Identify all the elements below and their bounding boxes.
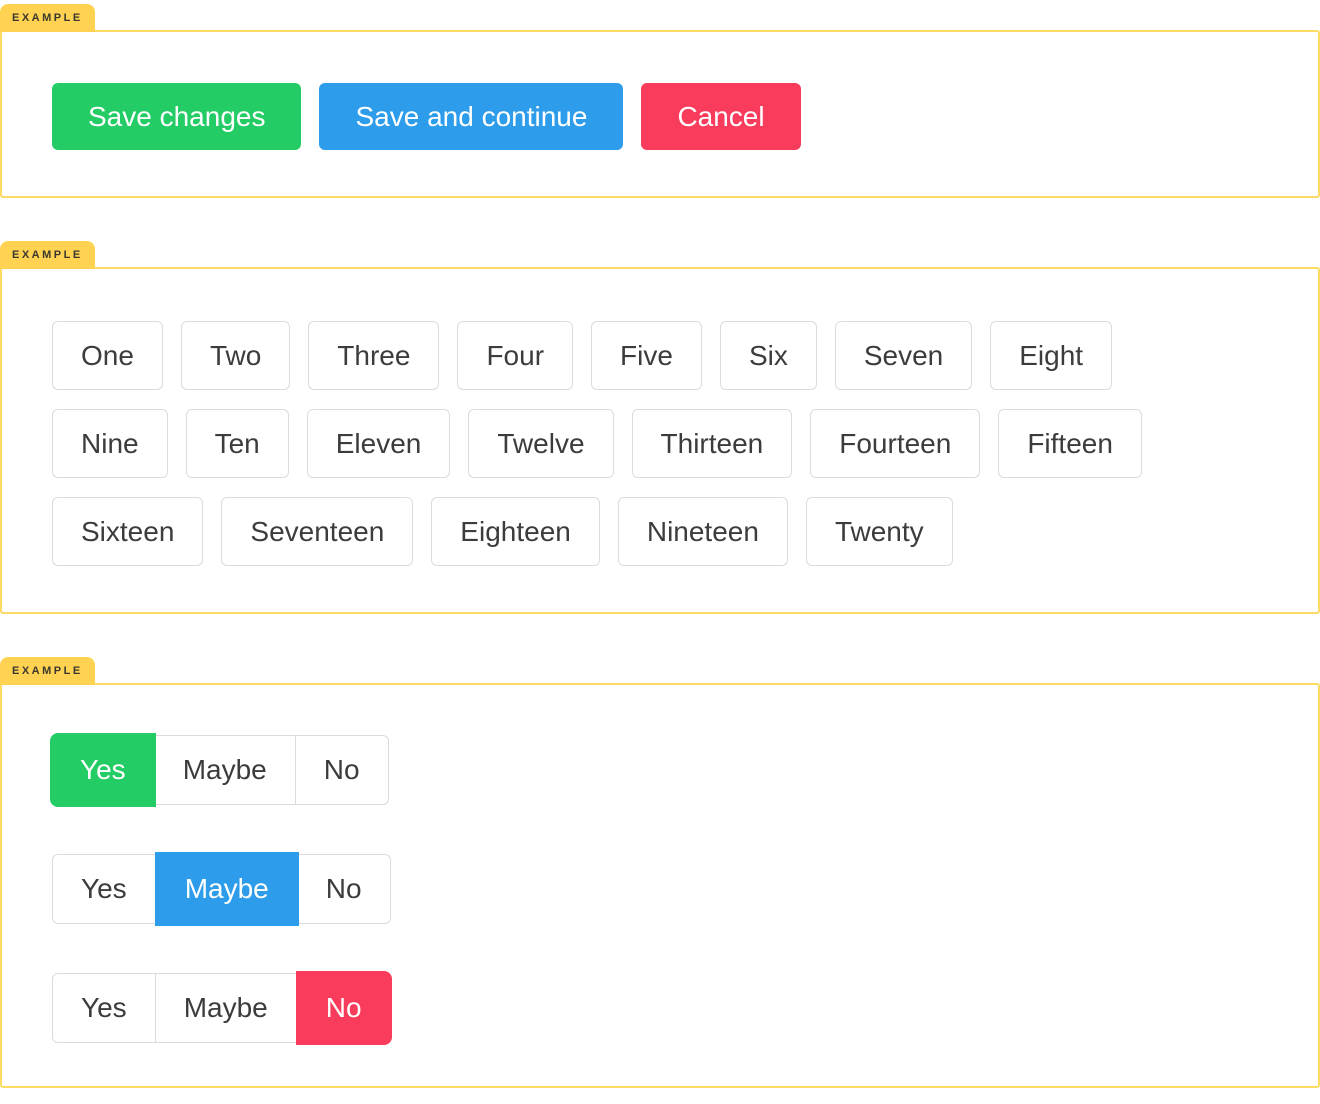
example-box: One Two Three Four Five Six Seven Eight Nine Ten E… bbox=[0, 267, 1320, 614]
save-and-continue-button[interactable]: Save and continue bbox=[319, 83, 624, 150]
example-tag: EXAMPLE bbox=[0, 4, 95, 32]
option-yes[interactable]: Yes bbox=[52, 973, 156, 1043]
example-tag: EXAMPLE bbox=[0, 657, 95, 685]
button-eleven[interactable]: Eleven bbox=[306, 409, 451, 478]
button-three[interactable]: Three bbox=[308, 321, 440, 390]
option-yes[interactable]: Yes bbox=[50, 733, 156, 807]
option-maybe[interactable]: Maybe bbox=[154, 735, 296, 805]
button-row-1: One Two Three Four Five Six Seven Eight bbox=[52, 321, 1113, 390]
example-section-3: EXAMPLE Yes Maybe No Yes Maybe No Yes Maybe No bbox=[0, 657, 1320, 1088]
save-changes-button[interactable]: Save changes bbox=[52, 83, 302, 150]
button-seventeen[interactable]: Seventeen bbox=[221, 497, 414, 566]
example-section-2: EXAMPLE One Two Three Four Five Six Seven Eight… bbox=[0, 241, 1320, 614]
option-no[interactable]: No bbox=[295, 971, 392, 1045]
example-section-1: EXAMPLE Save changes Save and continue Can… bbox=[0, 4, 1320, 198]
button-fourteen[interactable]: Fourteen bbox=[810, 409, 981, 478]
example-box: Save changes Save and continue Cancel bbox=[0, 30, 1320, 198]
button-sixteen[interactable]: Sixteen bbox=[52, 497, 204, 566]
option-maybe[interactable]: Maybe bbox=[155, 973, 297, 1043]
button-eight[interactable]: Eight bbox=[990, 321, 1113, 390]
button-nineteen[interactable]: Nineteen bbox=[617, 497, 788, 566]
button-row-3: Sixteen Seventeen Eighteen Nineteen Twenty bbox=[52, 497, 953, 566]
button-fifteen[interactable]: Fifteen bbox=[998, 409, 1142, 478]
example-tag: EXAMPLE bbox=[0, 241, 95, 269]
button-twelve[interactable]: Twelve bbox=[468, 409, 614, 478]
button-seven[interactable]: Seven bbox=[834, 321, 973, 390]
outline-button-rows: One Two Three Four Five Six Seven Eight Nine Ten E… bbox=[52, 321, 1274, 566]
button-eighteen[interactable]: Eighteen bbox=[431, 497, 600, 566]
option-yes[interactable]: Yes bbox=[52, 854, 156, 924]
button-nine[interactable]: Nine bbox=[52, 409, 168, 478]
segmented-control-2: Yes Maybe No bbox=[52, 852, 391, 926]
button-five[interactable]: Five bbox=[591, 321, 702, 390]
action-button-row: Save changes Save and continue Cancel bbox=[52, 83, 1270, 150]
option-no[interactable]: No bbox=[295, 735, 389, 805]
example-box: Yes Maybe No Yes Maybe No Yes Maybe No bbox=[0, 683, 1320, 1088]
segmented-control-column: Yes Maybe No Yes Maybe No Yes Maybe No bbox=[50, 733, 1270, 1045]
button-thirteen[interactable]: Thirteen bbox=[631, 409, 793, 478]
button-row-2: Nine Ten Eleven Twelve Thirteen Fourteen Fifte… bbox=[52, 409, 1142, 478]
segmented-control-1: Yes Maybe No bbox=[50, 733, 389, 807]
button-one[interactable]: One bbox=[52, 321, 163, 390]
option-no[interactable]: No bbox=[297, 854, 391, 924]
button-two[interactable]: Two bbox=[180, 321, 291, 390]
button-twenty[interactable]: Twenty bbox=[805, 497, 953, 566]
cancel-button[interactable]: Cancel bbox=[641, 83, 801, 150]
option-maybe[interactable]: Maybe bbox=[154, 852, 299, 926]
segmented-control-3: Yes Maybe No bbox=[52, 971, 392, 1045]
button-six[interactable]: Six bbox=[719, 321, 817, 390]
button-ten[interactable]: Ten bbox=[185, 409, 289, 478]
button-four[interactable]: Four bbox=[457, 321, 574, 390]
